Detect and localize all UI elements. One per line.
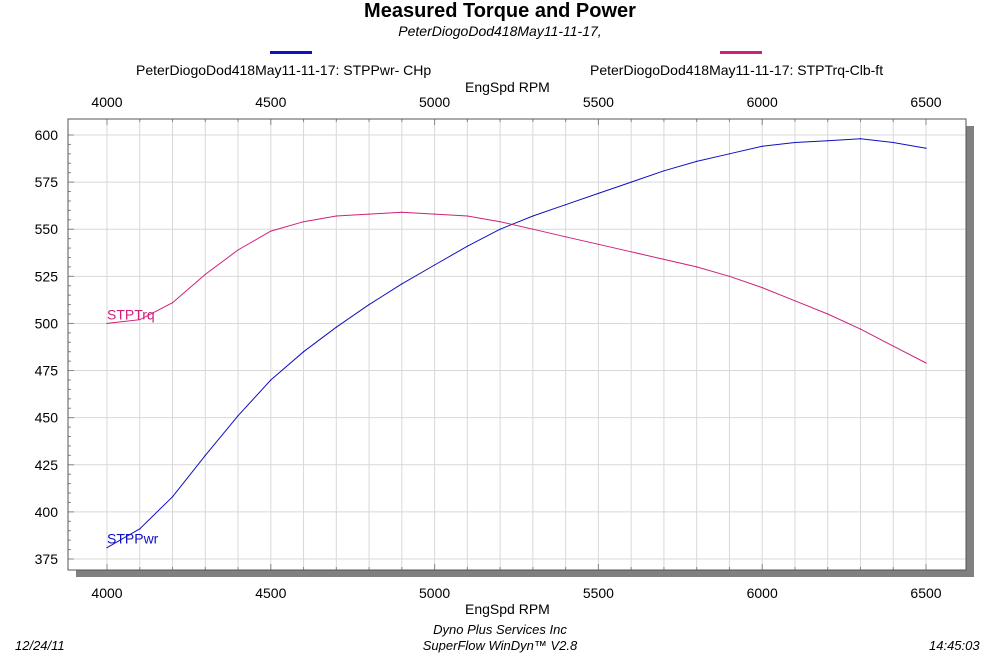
footer-time: 14:45:03	[929, 638, 980, 653]
data-point-stppwr	[827, 140, 829, 142]
y-tick-label: 400	[35, 504, 59, 520]
data-point-stptrq	[106, 322, 108, 325]
data-point-stppwr	[565, 204, 567, 206]
data-point-stptrq	[139, 319, 141, 321]
y-tick-label: 550	[35, 221, 59, 237]
grid-lines	[68, 119, 966, 570]
data-point-stppwr	[139, 528, 141, 530]
data-point-stppwr	[466, 245, 468, 247]
legend-swatch-torque	[720, 51, 762, 54]
data-point-stppwr	[270, 379, 272, 381]
data-point-stptrq	[728, 275, 731, 277]
x-tick-label: 4500	[255, 585, 286, 601]
data-point-stppwr	[859, 138, 862, 140]
footer-software: SuperFlow WinDyn™ V2.8	[422, 638, 578, 653]
y-tick-label: 500	[35, 315, 59, 331]
data-point-stppwr	[204, 454, 206, 456]
data-point-stptrq	[794, 300, 796, 302]
data-point-stptrq	[466, 215, 468, 217]
x-tick-label: 6500	[910, 585, 941, 601]
footer-date: 12/24/11	[15, 638, 65, 653]
data-point-stppwr	[794, 141, 796, 144]
data-point-stppwr	[696, 160, 698, 162]
data-point-stptrq	[335, 215, 337, 217]
data-point-stptrq	[630, 251, 632, 253]
data-point-stptrq	[499, 221, 501, 223]
legend-swatch-power	[270, 51, 312, 54]
data-point-stppwr	[663, 170, 665, 172]
legend-label-torque: PeterDiogoDod418May11-11-17: STPTrq-Clb-…	[590, 62, 884, 78]
y-tick-label: 450	[35, 410, 59, 426]
data-point-stptrq	[859, 328, 862, 330]
x-tick-label: 4000	[91, 585, 122, 601]
x-tick-label-top: 4500	[255, 94, 286, 110]
series-label-stppwr: STPPwr	[107, 531, 159, 547]
x-tick-label: 6000	[747, 585, 778, 601]
x-tick-label-top: 5000	[419, 94, 450, 110]
data-point-stptrq	[663, 258, 665, 260]
bottom-x-axis-title: EngSpd RPM	[465, 601, 550, 617]
series-line-stptrq	[106, 211, 927, 364]
chart-title: Measured Torque and Power	[364, 0, 636, 22]
data-point-stppwr	[499, 228, 501, 230]
series-line-stppwr	[106, 138, 927, 549]
y-tick-label: 575	[35, 174, 59, 190]
data-point-stptrq	[204, 273, 206, 276]
data-point-stppwr	[401, 283, 403, 285]
data-point-stptrq	[270, 230, 272, 232]
plot-background	[68, 119, 966, 570]
legend-label-power: PeterDiogoDod418May11-11-17: STPPwr- CHp	[136, 62, 432, 78]
x-tick-label-top: 5500	[583, 94, 614, 110]
data-point-stptrq	[696, 266, 698, 268]
data-point-stppwr	[171, 496, 174, 498]
x-tick-label: 5500	[583, 585, 614, 601]
data-point-stppwr	[892, 141, 894, 144]
data-point-stptrq	[434, 213, 436, 215]
y-tick-label: 425	[35, 457, 59, 473]
x-tick-label-top: 4000	[91, 94, 122, 110]
data-point-stppwr	[237, 415, 239, 417]
data-point-stptrq	[892, 345, 894, 347]
x-tick-label-top: 6000	[747, 94, 778, 110]
data-point-stppwr	[597, 192, 600, 195]
data-point-stptrq	[565, 236, 567, 238]
y-tick-label: 525	[35, 268, 59, 284]
chart-subtitle: PeterDiogoDod418May11-11-17,	[398, 23, 602, 39]
top-x-axis-title: EngSpd RPM	[465, 79, 550, 95]
data-point-stptrq	[302, 221, 305, 223]
data-point-stptrq	[368, 213, 370, 215]
y-tick-label: 375	[35, 551, 59, 567]
footer-company: Dyno Plus Services Inc	[433, 622, 567, 637]
data-point-stptrq	[532, 228, 534, 230]
y-tick-label: 475	[35, 363, 59, 379]
data-point-stptrq	[827, 313, 829, 315]
data-point-stptrq	[925, 362, 927, 364]
plot-frame	[67, 118, 967, 571]
data-point-stppwr	[335, 326, 337, 328]
series-label-stptrq: STPTrq	[107, 306, 155, 322]
x-tick-label-top: 6500	[910, 94, 941, 110]
data-point-stppwr	[106, 547, 108, 549]
data-point-stptrq	[237, 249, 239, 251]
data-point-stppwr	[630, 181, 632, 183]
data-point-stppwr	[761, 145, 763, 147]
data-point-stppwr	[368, 304, 370, 306]
data-point-stppwr	[728, 153, 731, 155]
x-tick-label: 5000	[419, 585, 450, 601]
data-point-stppwr	[302, 351, 305, 353]
data-point-stptrq	[597, 243, 600, 245]
data-point-stppwr	[925, 147, 927, 149]
data-point-stptrq	[761, 287, 763, 289]
y-tick-label: 600	[35, 127, 59, 143]
data-point-stppwr	[532, 215, 534, 217]
data-point-stptrq	[171, 302, 174, 304]
data-point-stptrq	[401, 211, 403, 213]
data-point-stppwr	[434, 264, 436, 266]
